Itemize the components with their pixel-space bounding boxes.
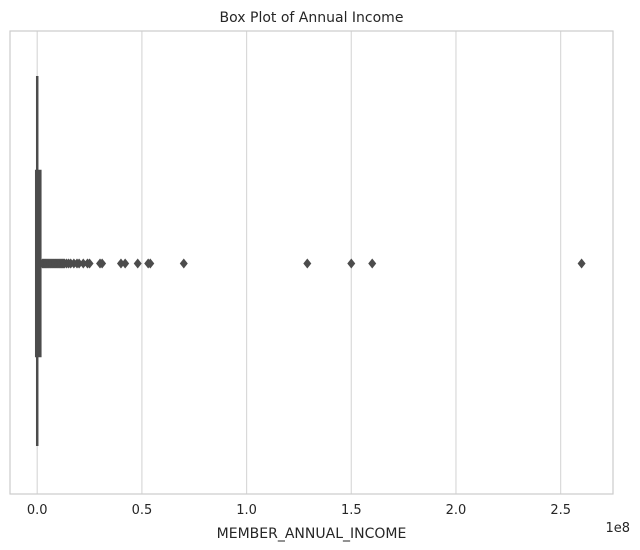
x-tick-label: 2.0: [446, 503, 467, 518]
grid-lines: [36, 31, 562, 494]
outlier-point: [347, 258, 356, 269]
outlier-point: [303, 258, 312, 269]
outlier-point: [368, 258, 377, 269]
outlier-point: [179, 258, 188, 269]
plot-frame: [9, 30, 614, 495]
outlier-point: [79, 258, 88, 269]
outlier-point: [75, 258, 84, 269]
outlier-point: [98, 258, 107, 269]
x-tick-label: 0.5: [132, 503, 153, 518]
chart-title: Box Plot of Annual Income: [220, 10, 404, 26]
x-tick-label: 2.5: [550, 503, 571, 518]
outlier-point: [577, 258, 586, 269]
outlier-points: [38, 258, 586, 269]
x-tick-labels: 0.0 0.5 1.0 1.5 2.0 2.5: [27, 503, 571, 518]
x-tick-label: 1.0: [236, 503, 257, 518]
x-axis-scale-label: 1e8: [605, 521, 630, 536]
x-axis-label: MEMBER_ANNUAL_INCOME: [217, 526, 407, 542]
outlier-point: [146, 258, 155, 269]
outlier-point: [133, 258, 142, 269]
x-tick-label: 0.0: [27, 503, 48, 518]
outlier-point: [85, 258, 94, 269]
x-tick-label: 1.5: [341, 503, 362, 518]
outlier-point: [121, 258, 130, 269]
outlier-point: [116, 258, 125, 269]
